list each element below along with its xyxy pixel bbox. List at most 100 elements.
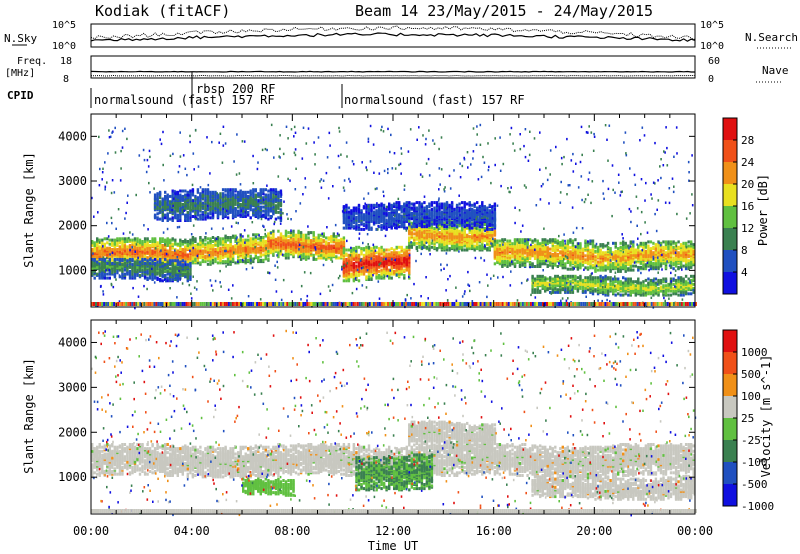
heatmap-cell (460, 248, 464, 252)
heatmap-cell (395, 223, 398, 227)
heatmap-cell (211, 261, 215, 265)
heatmap-cell (669, 261, 673, 265)
heatmap-cell (108, 242, 111, 246)
heatmap-cell (679, 243, 683, 247)
heatmap-cell (174, 261, 177, 265)
heatmap-cell (204, 254, 207, 258)
heatmap-cell (690, 240, 693, 244)
heatmap-cell (342, 247, 346, 251)
cpid-segment-3: normalsound (fast) 157 RF (344, 93, 525, 107)
heatmap-cell (355, 245, 358, 249)
heatmap-cell (123, 268, 127, 272)
heatmap-cell (662, 240, 665, 244)
heatmap-cell (652, 241, 655, 245)
heatmap-cell (564, 243, 567, 247)
heatmap-cell (672, 245, 675, 249)
heatmap-cell (471, 207, 474, 211)
heatmap-cell (108, 272, 111, 276)
heatmap-cell (98, 257, 101, 261)
heatmap-cell (171, 246, 174, 250)
heatmap-cell (158, 200, 162, 204)
heatmap-cell (539, 259, 542, 263)
heatmap-cell (692, 249, 695, 253)
heatmap-cell (606, 245, 610, 249)
heatmap-cell (350, 255, 353, 259)
heatmap-cell (450, 206, 454, 210)
heatmap-cell (425, 233, 429, 237)
heatmap-cell (101, 252, 104, 255)
heatmap-cell (282, 235, 285, 239)
heatmap-cell (569, 261, 572, 264)
heatmap-cell (169, 279, 172, 283)
heatmap-cell (330, 244, 333, 248)
heatmap-cell (133, 254, 137, 258)
heatmap-cell (471, 229, 474, 233)
heatmap-cell (382, 248, 386, 252)
heatmap-cell (448, 219, 451, 222)
heatmap-cell (111, 261, 114, 265)
heatmap-cell (559, 255, 562, 259)
heatmap-cell (682, 264, 685, 268)
heatmap-cell (561, 243, 564, 247)
heatmap-cell (108, 269, 111, 273)
heatmap-cell (433, 209, 436, 213)
heatmap-cell (503, 238, 507, 242)
heatmap-cell (362, 222, 366, 226)
heatmap-cell (491, 229, 494, 233)
heatmap-cell (118, 241, 122, 245)
heatmap-cell (362, 227, 366, 231)
heatmap-cell (569, 255, 572, 259)
heatmap-cell (533, 238, 537, 242)
heatmap-cell (398, 259, 401, 263)
heatmap-cell (292, 232, 295, 236)
heatmap-cell (450, 221, 454, 225)
heatmap-cell (352, 247, 356, 251)
heatmap-cell (398, 201, 401, 205)
heatmap-cell (131, 265, 134, 269)
heatmap-cell (164, 200, 167, 204)
heatmap-cell (382, 267, 386, 271)
heatmap-cell (302, 252, 305, 256)
heatmap-cell (491, 213, 494, 217)
heatmap-cell (106, 241, 109, 245)
heatmap-cell (395, 201, 398, 205)
heatmap-cell (569, 238, 572, 242)
heatmap-cell (350, 209, 353, 213)
heatmap-cell (546, 239, 549, 243)
heatmap-cell (297, 239, 300, 243)
heatmap-cell (594, 249, 597, 253)
heatmap-cell (453, 248, 456, 252)
heatmap-cell (395, 221, 398, 225)
heatmap-cell (659, 248, 663, 252)
heatmap-cell (337, 233, 340, 237)
heatmap-cell (440, 229, 444, 233)
heatmap-cell (106, 264, 109, 268)
heatmap-cell (423, 206, 426, 210)
heatmap-cell (448, 228, 451, 232)
heatmap-cell (128, 276, 132, 280)
heatmap-cell (589, 239, 592, 243)
heatmap-cell (637, 244, 640, 248)
heatmap-cell (657, 248, 660, 252)
heatmap-cell (511, 244, 514, 248)
heatmap-cell (408, 252, 411, 256)
heatmap-cell (136, 237, 139, 241)
heatmap-cell (287, 248, 290, 252)
heatmap-cell (345, 215, 348, 219)
heatmap-cell (279, 232, 283, 236)
heatmap-cell (463, 201, 466, 205)
heatmap-cell (133, 237, 137, 241)
heatmap-cell (307, 255, 310, 259)
heatmap-cell (234, 261, 237, 265)
heatmap-cell (684, 267, 688, 271)
heatmap-cell (342, 209, 346, 213)
heatmap-cell (541, 257, 544, 260)
heatmap-cell (196, 242, 200, 246)
heatmap-cell (121, 257, 124, 261)
heatmap-cell (418, 203, 421, 207)
heatmap-cell (159, 246, 162, 250)
heatmap-cell (342, 236, 346, 240)
heatmap-cell (536, 261, 539, 264)
heatmap-cell (498, 247, 502, 251)
heatmap-cell (299, 237, 303, 241)
